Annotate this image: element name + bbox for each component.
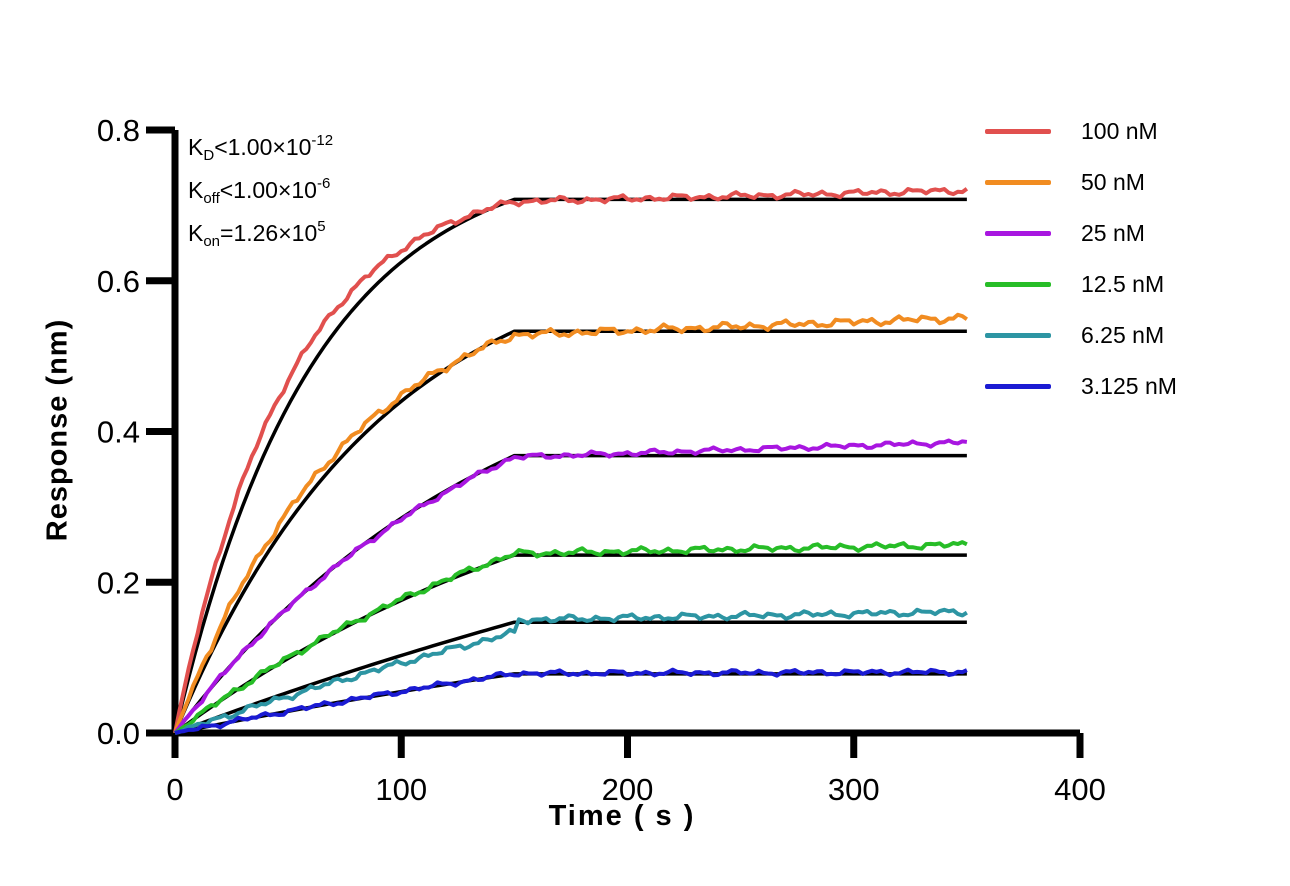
legend-item-25nM: 25 nM	[985, 208, 1177, 259]
legend-line-swatch-3.125nM	[985, 384, 1051, 389]
legend-item-50nM: 50 nM	[985, 157, 1177, 208]
fit-curve-100nM	[173, 197, 967, 734]
y-tick-label: 0.0	[97, 716, 140, 751]
data-curve-50nM	[173, 312, 968, 734]
y-tick-label: 0.8	[97, 113, 140, 148]
legend-item-6.25nM: 6.25 nM	[985, 310, 1177, 361]
fit-curve-6.25nM	[174, 620, 967, 735]
legend-label-50nM: 50 nM	[1081, 169, 1145, 195]
data-curve-25nM	[173, 438, 968, 735]
data-curve-12.5nM	[173, 540, 968, 735]
y-tick-label: 0.4	[97, 415, 140, 450]
legend-line-swatch-25nM	[985, 231, 1051, 236]
legend-item-3.125nM: 3.125 nM	[985, 361, 1177, 412]
legend-label-6.25nM: 6.25 nM	[1081, 322, 1165, 348]
legend-label-12.5nM: 12.5 nM	[1081, 271, 1165, 297]
y-tick-label: 0.6	[97, 264, 140, 299]
x-tick-label: 100	[375, 772, 427, 807]
y-tick-label: 0.2	[97, 565, 140, 600]
fit-curve-3.125nM	[174, 672, 967, 735]
legend-line-swatch-50nM	[985, 180, 1051, 185]
x-tick-label: 0	[166, 772, 183, 807]
x-tick-label: 200	[602, 772, 654, 807]
y-axis-title: Response (nm)	[41, 318, 74, 542]
legend-line-swatch-12.5nM	[985, 282, 1051, 287]
legend-label-3.125nM: 3.125 nM	[1081, 373, 1177, 399]
x-tick-label: 300	[828, 772, 880, 807]
legend-line-swatch-100nM	[985, 129, 1051, 134]
kinetics-constants: KD<1.00×10-12 Koff<1.00×10-6 Kon=1.26×10…	[188, 126, 333, 255]
koff-value: Koff<1.00×10-6	[188, 175, 331, 207]
legend-item-100nM: 100 nM	[985, 106, 1177, 157]
legend-label-25nM: 25 nM	[1081, 220, 1145, 246]
fit-curve-12.5nM	[173, 553, 967, 735]
legend-line-swatch-6.25nM	[985, 333, 1051, 338]
data-curve-100nM	[173, 186, 969, 734]
legend: 100 nM 50 nM 25 nM 12.5 nM 6.25 nM 3.125…	[985, 106, 1177, 412]
data-curve-3.125nM	[174, 667, 968, 735]
kd-value: KD<1.00×10-12	[188, 132, 334, 164]
data-curve-6.25nM	[174, 607, 968, 735]
legend-label-100nM: 100 nM	[1081, 118, 1158, 144]
legend-item-12.5nM: 12.5 nM	[985, 259, 1177, 310]
x-axis-title: Time ( s )	[548, 800, 696, 832]
x-tick-label: 400	[1054, 772, 1106, 807]
kon-value: Kon=1.26×105	[188, 218, 326, 250]
